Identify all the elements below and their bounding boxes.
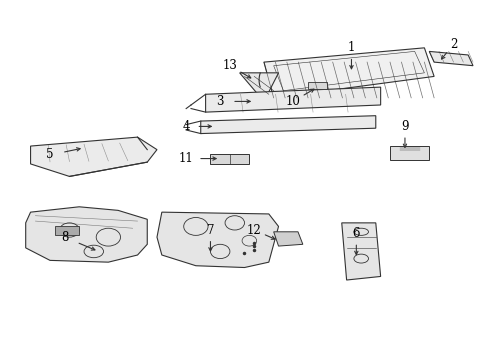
Text: 4: 4 [182,120,189,133]
Polygon shape [201,116,375,134]
Polygon shape [307,82,326,89]
Polygon shape [210,154,249,164]
Text: 11: 11 [179,152,193,165]
Polygon shape [157,212,278,267]
Polygon shape [26,207,147,262]
Text: 6: 6 [352,227,359,240]
Polygon shape [30,137,157,176]
Polygon shape [389,146,428,160]
Polygon shape [55,226,79,235]
Polygon shape [341,223,380,280]
Polygon shape [428,51,472,66]
Text: 7: 7 [206,224,214,237]
Text: 1: 1 [347,41,354,54]
Text: 3: 3 [216,95,224,108]
Text: 12: 12 [246,224,261,237]
Text: 13: 13 [222,59,237,72]
Text: 5: 5 [46,148,54,162]
Polygon shape [273,232,302,246]
Text: 8: 8 [61,231,68,244]
Text: 2: 2 [449,38,456,51]
Polygon shape [205,87,380,112]
Polygon shape [264,48,433,98]
Polygon shape [239,73,278,102]
Text: 10: 10 [285,95,300,108]
Text: 9: 9 [400,120,408,133]
